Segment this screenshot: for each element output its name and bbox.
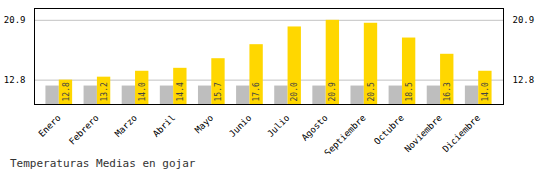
svg-text:15.7: 15.7 [214,82,223,101]
svg-text:12.8: 12.8 [62,82,71,101]
svg-text:Julio: Julio [265,113,291,139]
svg-text:14.0: 14.0 [481,82,490,101]
svg-text:17.6: 17.6 [252,82,261,101]
svg-text:14.4: 14.4 [176,82,185,101]
svg-text:Mayo: Mayo [193,113,215,135]
svg-text:13.2: 13.2 [100,82,109,101]
svg-text:Enero: Enero [37,113,63,139]
html-text:Temperaturas Medias en gojar: Temperaturas Medias en gojar [10,157,196,170]
svg-text:Diciembre: Diciembre [441,113,483,154]
svg-text:12.8: 12.8 [513,75,535,85]
svg-text:Agosto: Agosto [300,113,330,143]
svg-text:18.5: 18.5 [405,82,414,101]
svg-text:Junio: Junio [227,113,253,139]
svg-text:Marzo: Marzo [113,113,139,139]
svg-text:20.9: 20.9 [328,82,337,101]
svg-text:Septiembre: Septiembre [322,113,367,154]
svg-text:16.3: 16.3 [443,82,452,101]
svg-text:Abril: Abril [151,113,177,139]
svg-text:Febrero: Febrero [67,113,101,147]
svg-text:20.5: 20.5 [367,82,376,101]
svg-text:14.0: 14.0 [138,82,147,101]
svg-text:Noviembre: Noviembre [402,113,444,154]
svg-text:20.0: 20.0 [290,82,299,101]
svg-text:12.8: 12.8 [4,75,26,85]
svg-text:20.9: 20.9 [513,15,535,25]
svg-text:20.9: 20.9 [4,15,26,25]
svg-text:Octubre: Octubre [372,113,406,147]
